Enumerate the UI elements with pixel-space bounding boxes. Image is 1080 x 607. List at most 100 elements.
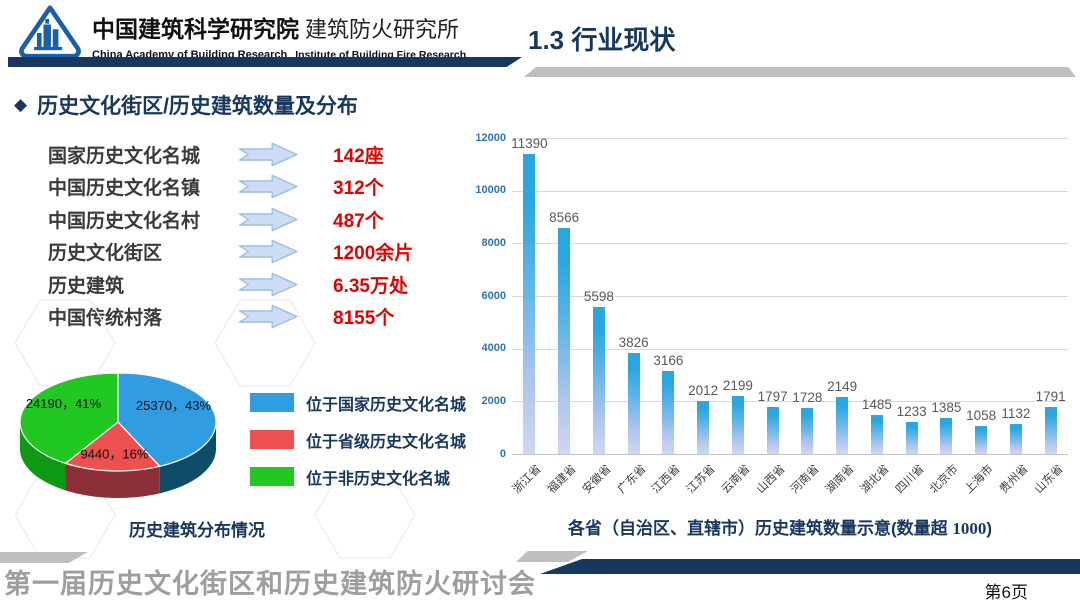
stat-row: 中国历史文化名镇 312个 <box>48 171 468 204</box>
header-rule-gray <box>524 67 1076 77</box>
pie-chart: 25370，43% 9440，16% 24190，41% <box>19 372 217 498</box>
stat-value: 142座 <box>333 145 384 167</box>
gridline <box>512 401 1068 403</box>
bar <box>731 396 744 454</box>
legend-label: 位于国家历史文化名城 <box>306 396 467 414</box>
gridline <box>512 190 1068 192</box>
y-axis-label: 6000 <box>481 289 506 302</box>
legend-label: 位于省级历史文化名城 <box>306 433 467 451</box>
footer-navy-bar <box>540 559 1080 574</box>
bar-value-label: 1485 <box>861 396 892 412</box>
bar <box>766 406 779 454</box>
legend-label: 位于非历史文化名城 <box>306 470 451 488</box>
stat-value: 312个 <box>333 178 384 200</box>
bar-value-label: 1132 <box>1001 406 1031 422</box>
legend-row: 位于省级历史文化名城 <box>250 429 467 451</box>
pie-caption: 历史建筑分布情况 <box>129 521 265 540</box>
bar-value-label: 3166 <box>653 352 684 368</box>
stat-value: 6.35万处 <box>333 275 408 297</box>
stat-label: 国家历史文化名城 <box>48 145 201 167</box>
stat-row: 中国传统村落 8155个 <box>48 301 468 334</box>
bar <box>1009 424 1022 454</box>
bar-value-label: 2199 <box>722 378 753 394</box>
bar <box>523 154 536 454</box>
bar-chart: 0 2000 4000 6000 8000 10000 12000 11390 浙江省 8566 福… <box>466 120 1080 512</box>
bar <box>940 417 953 454</box>
legend-swatch <box>250 393 294 412</box>
stat-label: 历史文化街区 <box>48 243 163 265</box>
stat-row: 中国历史文化名村 487个 <box>48 203 468 236</box>
pie-slice-side <box>65 463 160 498</box>
bar <box>662 370 675 454</box>
bar-value-label: 5598 <box>583 288 614 304</box>
bar-value-label: 2149 <box>827 379 858 395</box>
y-axis-label: 2000 <box>481 394 506 407</box>
page-number: 第6页 <box>984 583 1028 602</box>
y-axis-label: 4000 <box>481 342 506 355</box>
bar <box>558 228 571 454</box>
bar-value-label: 1728 <box>792 390 823 406</box>
org-name-block: 中国建筑科学研究院 建筑防火研究所 China Academy of Buildi… <box>92 10 466 63</box>
bar-value-label: 2012 <box>688 383 719 399</box>
org-cn-primary: 中国建筑科学研究院 <box>92 16 299 42</box>
page-title: 1.3 行业现状 <box>528 25 676 55</box>
stat-value: 487个 <box>333 210 384 232</box>
gridline <box>512 243 1068 245</box>
bar-caption-number: 1000 <box>952 519 987 538</box>
section-title: 历史文化街区/历史建筑数量及分布 <box>37 95 358 118</box>
stat-label: 历史建筑 <box>48 275 125 297</box>
pie-slice-label: 24190，41% <box>26 396 102 411</box>
stat-label: 中国历史文化名镇 <box>48 178 201 200</box>
arrow-right-icon <box>238 174 298 199</box>
arrow-right-icon <box>238 304 298 329</box>
bar-value-label: 1791 <box>1035 388 1066 404</box>
bar <box>975 426 988 454</box>
stats-list: 国家历史文化名城 142座中国历史文化名镇 312个中国历史文化名村 487个历史文化… <box>48 138 468 333</box>
stat-value: 8155个 <box>333 308 395 330</box>
stat-row: 历史建筑 6.35万处 <box>48 268 468 301</box>
pie-slice-label: 9440，16% <box>80 446 148 461</box>
gridline <box>512 454 1068 455</box>
arrow-right-icon <box>238 207 298 232</box>
pie-slice-label: 25370，43% <box>136 398 212 413</box>
org-cn-secondary: 建筑防火研究所 <box>305 17 460 42</box>
bar <box>1044 406 1057 454</box>
bar-value-label: 1058 <box>966 408 997 424</box>
legend-swatch <box>250 467 294 486</box>
stat-label: 中国传统村落 <box>48 308 163 330</box>
bar <box>592 306 605 454</box>
legend-row: 位于国家历史文化名城 <box>250 392 467 414</box>
pie-legend: 位于国家历史文化名城 位于省级历史文化名城 位于非历史文化名城 <box>250 392 466 503</box>
bar-value-label: 1233 <box>896 403 927 419</box>
bar <box>870 414 883 454</box>
pie-slice-side <box>20 422 66 491</box>
bar-value-label: 8566 <box>549 210 580 226</box>
bar-value-label: 3826 <box>618 335 649 351</box>
bar <box>836 397 849 454</box>
bar <box>697 401 710 454</box>
arrow-right-icon <box>238 142 298 167</box>
gridline <box>512 138 1068 139</box>
bar-caption: 各省（自治区、直辖市）历史建筑数量示意(数量超 1000) <box>500 514 1060 539</box>
y-axis-label: 10000 <box>475 184 506 197</box>
bar-value-label: 1797 <box>757 388 788 404</box>
pie-slice <box>117 372 217 468</box>
header-rule-navy <box>8 57 522 67</box>
pie-slice <box>64 421 161 472</box>
cabr-logo-icon <box>19 5 81 59</box>
pie-slice-side <box>159 422 216 494</box>
gridline <box>512 348 1068 350</box>
bar <box>801 408 814 454</box>
y-axis-label: 0 <box>499 447 506 460</box>
legend-row: 位于非历史文化名城 <box>250 466 466 488</box>
arrow-right-icon <box>238 239 298 264</box>
diamond-bullet-icon: ◆ <box>14 95 28 114</box>
pie-slice <box>19 372 119 465</box>
y-axis-label: 12000 <box>475 131 506 144</box>
footer-gray-strip <box>0 552 88 563</box>
bar-value-label: 1385 <box>931 399 962 415</box>
footer-gray-slant <box>516 551 588 562</box>
stat-row: 国家历史文化名城 142座 <box>48 138 468 171</box>
section-header: ◆ 历史文化街区/历史建筑数量及分布 <box>14 90 358 120</box>
